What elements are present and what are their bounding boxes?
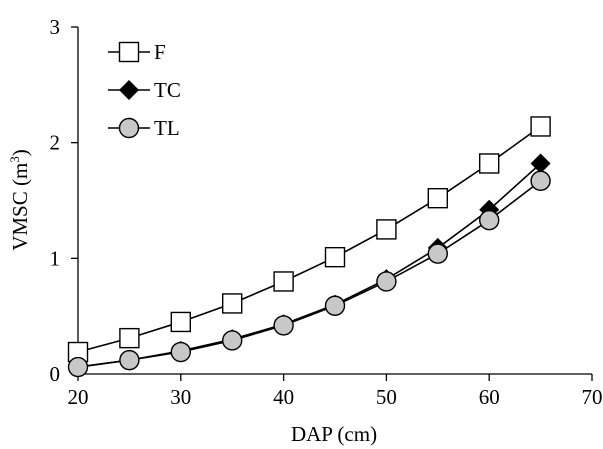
legend-marker-tl (118, 117, 140, 139)
legend: F TC TL (108, 40, 181, 140)
point-f-30 (170, 311, 192, 333)
legend-item-tc: TC (108, 78, 181, 102)
legend-item-tl: TL (108, 116, 180, 140)
point-tl-35 (221, 330, 243, 351)
x-tick-label-50: 50 (376, 385, 397, 409)
axes (77, 27, 592, 375)
y-tick-label-3: 3 (50, 15, 61, 39)
point-f-50 (376, 219, 397, 240)
x-axis-title: DAP (cm) (291, 422, 377, 446)
series-layer (67, 116, 551, 378)
x-tick-label-30: 30 (170, 385, 191, 409)
legend-marker-tc (119, 80, 139, 100)
point-f-35 (221, 293, 243, 314)
x-tick-label-60: 60 (479, 385, 500, 409)
series-tc-line (77, 162, 542, 368)
point-f-55 (427, 187, 448, 209)
legend-label-tl: TL (154, 116, 180, 140)
point-f-25 (119, 327, 140, 349)
y-axis-title: VMSC (m3) (7, 149, 32, 251)
point-tl-55 (427, 243, 448, 264)
y-tick-label-2: 2 (50, 131, 61, 155)
series-tc (68, 153, 551, 378)
series-f-line (77, 125, 542, 353)
point-tl-50 (376, 271, 397, 292)
point-tl-60 (479, 209, 500, 231)
y-tick-label-1: 1 (50, 246, 61, 270)
point-tl-65 (530, 170, 551, 192)
y-axis-title-close: ) (8, 149, 32, 156)
point-tl-40 (273, 315, 294, 336)
legend-label-tc: TC (154, 78, 181, 102)
point-tl-30 (170, 341, 192, 363)
series-f (67, 116, 551, 363)
point-tl-25 (119, 349, 140, 371)
y-axis-title-main: VMSC (m (8, 163, 32, 251)
y-axis-title-sup: 3 (7, 156, 22, 163)
point-f-65 (530, 116, 551, 137)
point-f-40 (273, 271, 294, 292)
legend-marker-f (118, 41, 140, 63)
ticks: 0 1 2 3 20 30 40 50 60 70 (50, 15, 603, 409)
point-f-60 (479, 153, 500, 174)
point-f-45 (324, 246, 346, 268)
x-tick-label-20: 20 (68, 385, 89, 409)
point-tl-45 (324, 295, 346, 316)
x-tick-label-70: 70 (582, 385, 603, 409)
point-tl-20 (67, 356, 89, 378)
y-tick-label-0: 0 (50, 362, 61, 386)
legend-label-f: F (154, 40, 166, 64)
x-tick-label-40: 40 (273, 385, 294, 409)
legend-item-f: F (108, 40, 166, 64)
series-tl (67, 170, 551, 378)
series-tl-line (77, 180, 542, 368)
